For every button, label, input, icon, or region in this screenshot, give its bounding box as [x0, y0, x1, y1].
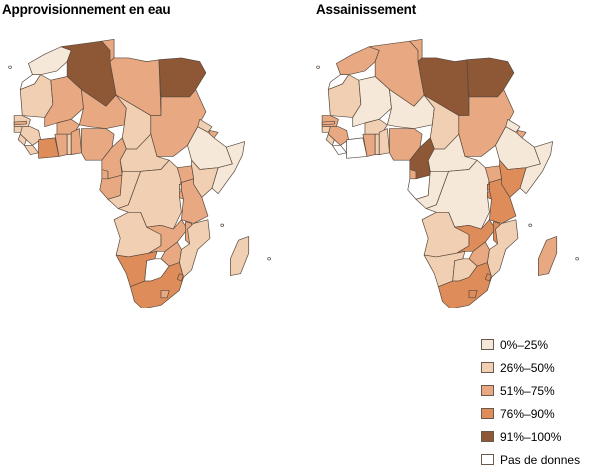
legend-swatch: [481, 431, 494, 442]
country-madagascar: [230, 236, 250, 276]
legend-swatch: [481, 339, 494, 350]
country-sudan: [458, 89, 515, 157]
comoros-icon: [528, 223, 532, 227]
legend-swatch: [481, 362, 494, 373]
sanitation-map: [316, 38, 579, 308]
country-benin: [378, 128, 390, 155]
country-somalia: [211, 141, 245, 195]
country-gambia: [13, 120, 27, 126]
country-niger: [387, 89, 435, 129]
country-south-africa: [438, 262, 492, 308]
legend-item-26-50: 26%–50%: [481, 356, 580, 379]
country-liberia: [331, 144, 347, 155]
legend-label: 91%–100%: [500, 429, 562, 444]
legend-label: 0%–25%: [500, 337, 549, 352]
country-eq-guinea: [101, 169, 109, 180]
country-niger: [79, 89, 127, 129]
water-supply-map: [8, 38, 271, 308]
country-mozambique: [487, 219, 519, 278]
legend-item-76-90: 76%–90%: [481, 402, 580, 425]
legend-label: 76%–90%: [500, 406, 555, 421]
country-gambia: [321, 120, 335, 126]
mauritius-icon: [267, 257, 271, 261]
country-liberia: [23, 144, 39, 155]
country-madagascar: [538, 236, 558, 276]
cape-verde-icon: [8, 65, 12, 69]
country-somalia: [519, 141, 553, 195]
country-ivory-coast: [346, 137, 368, 159]
country-togo: [66, 133, 72, 155]
sanitation-map-title: Assainissement: [316, 2, 416, 17]
country-mozambique: [179, 219, 211, 278]
country-eq-guinea: [409, 169, 417, 180]
water-supply-map-title: Approvisionnement en eau: [2, 2, 171, 17]
legend-item-0-25: 0%–25%: [481, 333, 580, 356]
comoros-icon: [220, 223, 224, 227]
country-ivory-coast: [38, 137, 60, 159]
legend: 0%–25% 26%–50% 51%–75% 76%–90% 91%–100% …: [481, 333, 580, 471]
legend-swatch: [481, 454, 494, 465]
country-swaziland: [484, 273, 492, 282]
legend-label: 26%–50%: [500, 360, 555, 375]
country-tanzania: [489, 178, 517, 224]
country-burkina-faso: [364, 118, 388, 135]
country-lesotho: [468, 290, 478, 299]
country-egypt: [466, 57, 515, 98]
legend-item-91-100: 91%–100%: [481, 425, 580, 448]
country-morocco: [336, 46, 380, 75]
country-south-africa: [130, 262, 184, 308]
legend-label: Pas de donnes: [500, 452, 581, 467]
mauritius-icon: [575, 257, 579, 261]
country-lesotho: [160, 290, 170, 299]
country-morocco: [28, 46, 72, 75]
country-burkina-faso: [56, 118, 80, 135]
legend-item-51-75: 51%–75%: [481, 379, 580, 402]
legend-label: 51%–75%: [500, 383, 555, 398]
country-togo: [374, 133, 380, 155]
cape-verde-icon: [316, 65, 320, 69]
country-swaziland: [176, 273, 184, 282]
country-egypt: [158, 57, 207, 98]
legend-item-no-data: Pas de donnes: [481, 448, 580, 471]
legend-swatch: [481, 408, 494, 419]
country-sudan: [150, 89, 207, 157]
country-tanzania: [181, 178, 209, 224]
legend-swatch: [481, 385, 494, 396]
country-benin: [70, 128, 82, 155]
